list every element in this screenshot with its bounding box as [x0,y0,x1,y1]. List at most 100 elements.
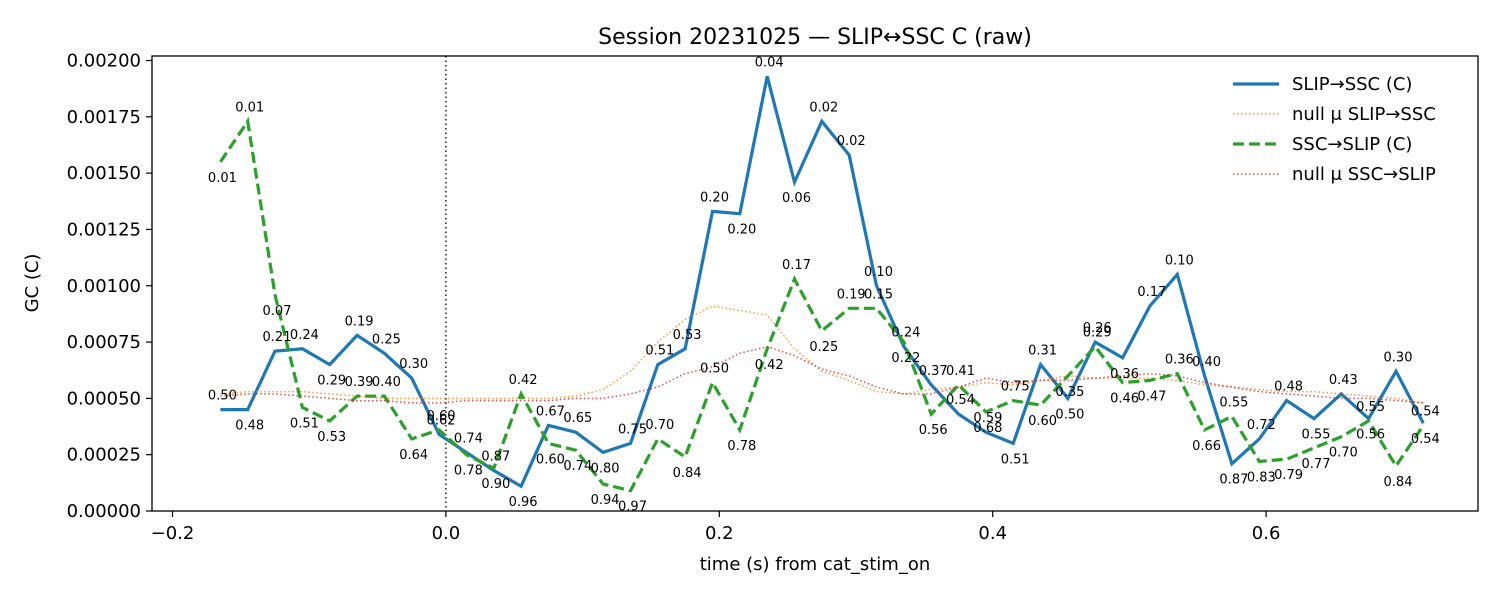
point-annotation: 0.04 [755,55,784,70]
point-annotation: 0.60 [427,409,456,424]
point-annotation: 0.80 [591,461,620,476]
point-annotation: 0.20 [700,190,729,205]
point-annotation: 0.53 [673,328,702,343]
x-tick-label: 0.0 [432,523,461,544]
point-annotation: 0.75 [1001,380,1030,395]
point-annotation: 0.55 [1219,395,1248,410]
y-tick-label: 0.00000 [67,501,141,522]
point-annotation: 0.43 [1329,373,1358,388]
point-annotation: 0.39 [345,375,374,390]
point-annotation: 0.40 [372,375,401,390]
legend-label-1: SLIP→SSC (C) [1292,74,1412,95]
point-annotation: 0.10 [864,265,893,280]
point-annotation: 0.75 [618,422,647,437]
point-annotation: 0.50 [700,362,729,377]
point-annotation: 0.19 [837,287,866,302]
y-tick-label: 0.00075 [67,332,141,353]
point-annotation: 0.24 [290,328,319,343]
point-annotation: 0.25 [809,340,838,355]
point-annotation: 0.65 [563,411,592,426]
point-annotation: 0.25 [372,332,401,347]
series-line-4 [220,345,1424,404]
legend: SLIP→SSC (C) null μ SLIP→SSC SSC→SLIP (C) n… [1233,74,1436,185]
point-annotation: 0.62 [427,413,456,428]
point-annotation: 0.29 [317,374,346,389]
point-annotation: 0.77 [1302,457,1331,472]
point-annotation: 0.51 [1001,452,1030,467]
point-annotation: 0.40 [1192,355,1221,370]
point-annotation: 0.37 [919,364,948,379]
y-axis-label: GC (C) [22,254,43,313]
chart-title: Session 20231025 — SLIP↔SSC C (raw) [598,25,1032,50]
point-annotation: 0.46 [1110,392,1139,407]
point-annotation: 0.48 [1274,380,1303,395]
point-annotation: 0.70 [645,418,674,433]
point-annotation: 0.19 [345,314,374,329]
point-annotation: 0.07 [263,304,292,319]
point-annotation: 0.66 [1192,439,1221,454]
point-annotation: 0.72 [1247,418,1276,433]
point-annotation: 0.55 [1356,400,1385,415]
point-annotation: 0.83 [1247,470,1276,485]
point-annotation: 0.30 [1384,350,1413,365]
y-tick-label: 0.00050 [67,388,141,409]
point-annotation: 0.68 [973,421,1002,436]
point-annotation: 0.79 [1274,468,1303,483]
point-annotation: 0.60 [1028,414,1057,429]
point-annotation: 0.26 [1083,321,1112,336]
point-annotation: 0.64 [399,448,428,463]
y-tick-label: 0.00200 [67,51,141,72]
point-annotation: 0.84 [1384,475,1413,490]
point-annotation: 0.42 [509,373,538,388]
point-annotation: 0.36 [1165,353,1194,368]
point-annotation: 0.24 [891,326,920,341]
y-tick-label: 0.00100 [67,276,141,297]
point-annotation: 0.56 [919,423,948,438]
point-annotation: 0.54 [1411,404,1440,419]
series-line-3 [219,117,1425,493]
point-annotation: 0.56 [1356,428,1385,443]
point-annotation: 0.60 [536,452,565,467]
point-annotation: 0.70 [1329,446,1358,461]
point-annotation: 0.74 [454,431,483,446]
point-annotation: 0.10 [1165,254,1194,269]
y-tick-label: 0.00175 [67,107,141,128]
point-annotation: 0.67 [536,404,565,419]
point-annotation: 0.54 [1411,432,1440,447]
point-annotation: 0.87 [1219,473,1248,488]
x-tick-label: 0.2 [705,523,734,544]
point-annotation: 0.21 [263,330,292,345]
point-annotation: 0.51 [290,416,319,431]
point-annotation: 0.48 [235,419,264,434]
y-tick-label: 0.00025 [67,445,141,466]
point-annotation: 0.29 [1083,326,1112,341]
x-axis-label: time (s) from cat_stim_on [700,554,931,575]
point-annotation: 0.84 [673,466,702,481]
point-annotation: 0.50 [208,389,237,404]
point-annotation: 0.78 [727,439,756,454]
x-tick-label: 0.4 [978,523,1007,544]
series-line-2 [220,305,1424,404]
point-annotation: 0.53 [317,430,346,445]
point-annotation: 0.78 [454,464,483,479]
x-tick-label: −0.2 [151,523,195,544]
y-tick-label: 0.00150 [67,163,141,184]
legend-label-2: null μ SLIP→SSC [1292,104,1436,125]
point-annotation: 0.59 [973,411,1002,426]
point-annotation: 0.90 [481,477,510,492]
point-annotation: 0.30 [399,357,428,372]
point-annotation: 0.36 [1110,367,1139,382]
y-tick-label: 0.00125 [67,219,141,240]
point-annotation: 0.35 [1055,385,1084,400]
point-annotation: 0.47 [1137,389,1166,404]
point-annotation: 0.20 [727,223,756,238]
point-annotation: 0.31 [1028,344,1057,359]
point-annotation: 0.54 [946,393,975,408]
point-annotation: 0.96 [509,495,538,510]
point-annotation: 0.55 [1302,428,1331,443]
point-annotation: 0.50 [1055,407,1084,422]
point-annotation: 0.01 [208,171,237,186]
point-annotation: 0.94 [591,493,620,508]
point-annotation: 0.15 [864,287,893,302]
